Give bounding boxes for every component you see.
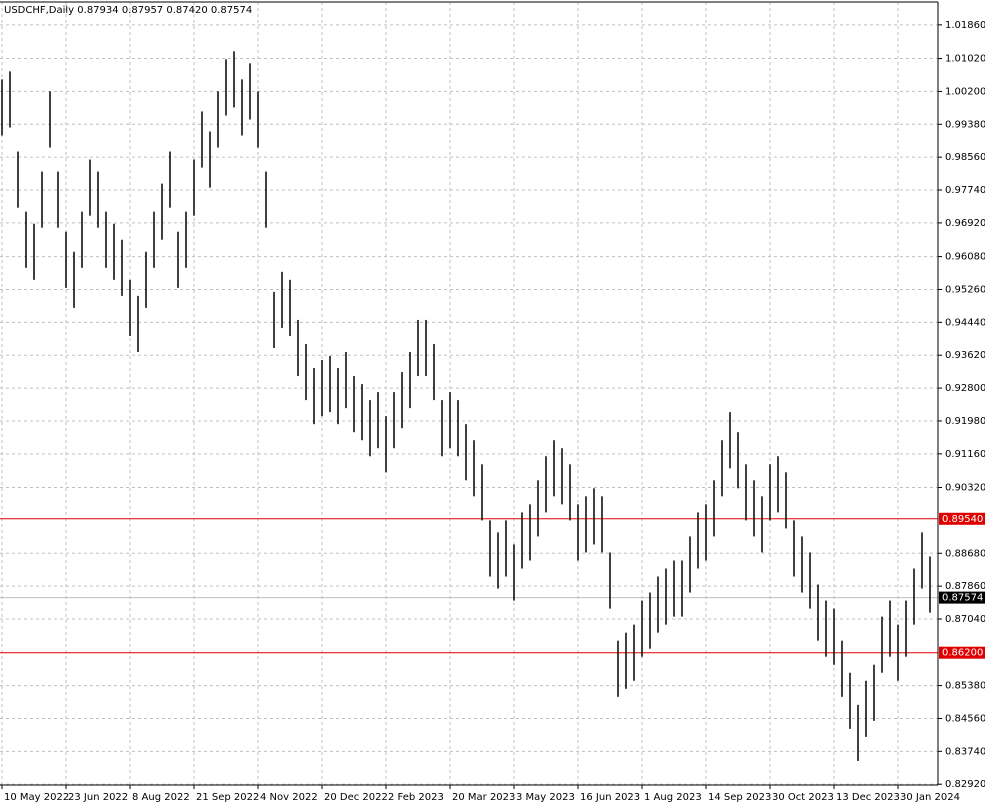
y-tick-label: 0.92800 — [945, 383, 985, 394]
y-tick-label: 0.94440 — [945, 317, 985, 328]
y-tick-label: 1.00200 — [945, 86, 985, 97]
y-tick-label: 0.87860 — [945, 581, 985, 592]
level-box — [939, 646, 985, 659]
chart-title: USDCHF,Daily 0.87934 0.87957 0.87420 0.8… — [4, 5, 252, 16]
x-tick-label: 30 Jan 2024 — [900, 792, 960, 803]
x-tick-label: 10 May 2022 — [4, 792, 69, 803]
y-tick-label: 0.84560 — [945, 713, 985, 724]
x-tick-label: 21 Sep 2022 — [196, 792, 259, 803]
last-price-box — [939, 591, 985, 604]
x-tick-label: 13 Dec 2023 — [836, 792, 900, 803]
y-tick-label: 0.96920 — [945, 218, 985, 229]
x-tick-label: 8 Aug 2022 — [132, 792, 190, 803]
x-tick-label: 30 Oct 2023 — [772, 792, 834, 803]
x-tick-label: 4 Nov 2022 — [260, 792, 318, 803]
y-tick-label: 0.85380 — [945, 681, 985, 692]
x-tick-label: 2 Feb 2023 — [388, 792, 444, 803]
y-tick-label: 0.98560 — [945, 152, 985, 163]
y-tick-label: 1.01020 — [945, 54, 985, 65]
last-price-label: 0.87574 — [942, 593, 983, 604]
y-tick-label: 0.93620 — [945, 350, 985, 361]
level-box — [939, 512, 985, 525]
x-tick-label: 1 Aug 2023 — [644, 792, 702, 803]
y-tick-label: 0.96080 — [945, 252, 985, 263]
y-tick-label: 1.01860 — [945, 20, 985, 31]
y-tick-label: 0.82920 — [945, 779, 985, 790]
x-tick-label: 23 Jun 2022 — [68, 792, 128, 803]
y-tick-label: 0.88680 — [945, 548, 985, 559]
level-label: 0.86200 — [942, 648, 983, 659]
y-tick-label: 0.87040 — [945, 614, 985, 625]
x-tick-label: 20 Dec 2022 — [324, 792, 388, 803]
x-tick-label: 16 Jun 2023 — [580, 792, 640, 803]
x-tick-label: 3 May 2023 — [516, 792, 575, 803]
y-tick-label: 0.99380 — [945, 119, 985, 130]
x-tick-label: 20 Mar 2023 — [452, 792, 515, 803]
x-tick-label: 14 Sep 2023 — [708, 792, 771, 803]
bars — [1, 51, 931, 761]
y-tick-label: 0.95260 — [945, 284, 985, 295]
y-tick-label: 0.90320 — [945, 483, 985, 494]
y-tick-label: 0.91160 — [945, 449, 985, 460]
y-tick-label: 0.97740 — [945, 185, 985, 196]
y-tick-label: 0.83740 — [945, 746, 985, 757]
y-tick-label: 0.91980 — [945, 416, 985, 427]
level-label: 0.89540 — [942, 514, 983, 525]
